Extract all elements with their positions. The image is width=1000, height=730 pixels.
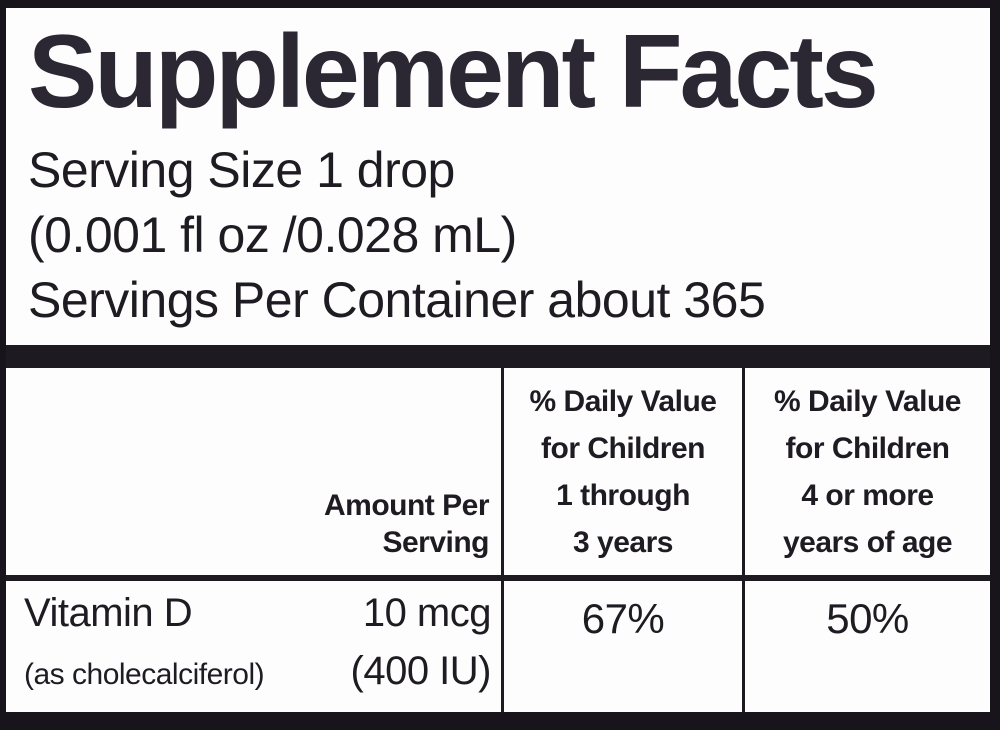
header-dv-children-4-plus: % Daily Value for Children 4 or more yea… bbox=[742, 368, 990, 575]
section-divider-bar bbox=[6, 345, 990, 368]
table-row-vitamin-d: Vitamin D 10 mcg (as cholecalciferol) (4… bbox=[6, 581, 990, 712]
nutrient-amount-line: Vitamin D 10 mcg bbox=[24, 589, 492, 637]
header-dv1-line-4: 3 years bbox=[573, 526, 673, 559]
header-dv1-line-1: % Daily Value bbox=[529, 385, 717, 418]
table-header-row: Amount Per Serving % Daily Value for Chi… bbox=[6, 368, 990, 575]
label-header-section: Supplement Facts Serving Size 1 drop (0.… bbox=[6, 8, 990, 345]
nutrient-name: Vitamin D bbox=[24, 591, 193, 635]
header-dv1-line-2: for Children bbox=[541, 432, 706, 465]
nutrient-iu-detail: (400 IU) bbox=[350, 649, 492, 693]
header-dv2-line-2: for Children bbox=[785, 432, 951, 465]
nutrient-source-detail: (as cholecalciferol) bbox=[24, 658, 265, 691]
header-amount-line-1: Amount Per bbox=[323, 489, 490, 522]
serving-size-line: Serving Size 1 drop bbox=[28, 142, 455, 198]
header-dv2-line-4: years of age bbox=[782, 526, 953, 559]
header-dv2-line-3: 4 or more bbox=[801, 479, 934, 512]
cell-nutrient-amount: Vitamin D 10 mcg (as cholecalciferol) (4… bbox=[6, 581, 501, 712]
label-title: Supplement Facts bbox=[28, 14, 879, 130]
nutrient-detail-line: (as cholecalciferol) (400 IU) bbox=[24, 645, 491, 701]
serving-volume-line: (0.001 fl oz /0.028 mL) bbox=[28, 207, 517, 263]
header-dv2-line-1: % Daily Value bbox=[774, 385, 961, 418]
servings-per-container-line: Servings Per Container about 365 bbox=[28, 272, 766, 328]
cell-dv-children-4-plus: 50% bbox=[742, 581, 990, 712]
nutrient-amount: 10 mcg bbox=[362, 591, 492, 635]
header-amount-per-serving: Amount Per Serving bbox=[6, 368, 501, 575]
header-amount-line-2: Serving bbox=[382, 526, 489, 559]
header-body-rule bbox=[6, 575, 990, 581]
header-dv-children-1-3: % Daily Value for Children 1 through 3 y… bbox=[501, 368, 742, 575]
supplement-facts-label: Supplement Facts Serving Size 1 drop (0.… bbox=[6, 8, 990, 712]
nutrient-table: Amount Per Serving % Daily Value for Chi… bbox=[6, 368, 990, 712]
serving-info: Serving Size 1 drop (0.001 fl oz /0.028 … bbox=[28, 138, 990, 333]
header-dv1-line-3: 1 through bbox=[556, 479, 690, 512]
cell-dv-children-1-3: 67% bbox=[501, 581, 742, 712]
